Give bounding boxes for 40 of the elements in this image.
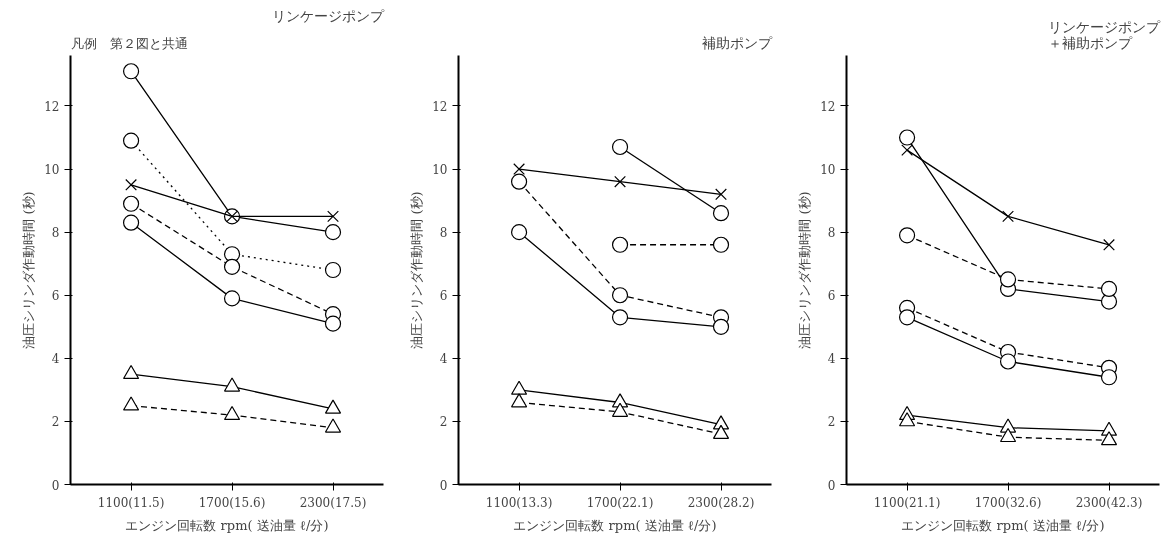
x-tick-label: 1100(11.5) bbox=[97, 495, 165, 510]
y-axis-title: 油圧シリンダ作動時間 (秒) bbox=[21, 191, 37, 349]
y-tick-label: 0 bbox=[827, 478, 836, 493]
x-tick-label: 1700(22.1) bbox=[586, 495, 654, 510]
chart-title: リンケージポンプ bbox=[271, 7, 385, 24]
y-tick-label: 2 bbox=[51, 415, 60, 430]
x-tick-label: 2300(17.5) bbox=[299, 495, 367, 510]
y-axis-title: 油圧シリンダ作動時間 (秒) bbox=[409, 191, 425, 349]
y-tick-label: 8 bbox=[51, 226, 60, 241]
y-tick-label: 2 bbox=[827, 415, 836, 430]
y-tick-label: 12 bbox=[820, 99, 836, 114]
y-axis-title: 油圧シリンダ作動時間 (秒) bbox=[797, 191, 813, 349]
x-tick-label: 2300(42.3) bbox=[1075, 495, 1143, 510]
y-tick-label: 0 bbox=[51, 478, 60, 493]
chart-title: リンケージポンプ＋補助ポンプ bbox=[1047, 18, 1161, 51]
x-axis-title: エンジン回転数 rpm( 送油量 ℓ/分) bbox=[513, 517, 717, 533]
y-tick-label: 6 bbox=[827, 289, 836, 304]
y-tick-label: 0 bbox=[439, 478, 448, 493]
y-tick-label: 12 bbox=[44, 99, 60, 114]
y-tick-label: 6 bbox=[439, 289, 448, 304]
y-tick-label: 10 bbox=[432, 163, 448, 178]
y-tick-label: 4 bbox=[51, 352, 60, 367]
x-tick-label: 1700(32.6) bbox=[974, 495, 1042, 510]
y-tick-label: 12 bbox=[432, 99, 448, 114]
x-tick-label: 1100(13.3) bbox=[485, 495, 553, 510]
y-tick-label: 4 bbox=[439, 352, 448, 367]
y-tick-label: 8 bbox=[827, 226, 836, 241]
chart-title: 補助ポンプ bbox=[701, 34, 773, 51]
x-axis-title: エンジン回転数 rpm( 送油量 ℓ/分) bbox=[901, 517, 1105, 533]
x-tick-label: 2300(28.2) bbox=[687, 495, 755, 510]
x-tick-label: 1700(15.6) bbox=[198, 495, 266, 510]
y-tick-label: 4 bbox=[827, 352, 836, 367]
text: 凡例 第２図と共通 bbox=[70, 35, 188, 51]
x-tick-label: 1100(21.1) bbox=[873, 495, 941, 510]
y-tick-label: 10 bbox=[44, 163, 60, 178]
y-tick-label: 2 bbox=[439, 415, 448, 430]
y-tick-label: 8 bbox=[439, 226, 448, 241]
y-tick-label: 6 bbox=[51, 289, 60, 304]
y-tick-label: 10 bbox=[820, 163, 836, 178]
x-axis-title: エンジン回転数 rpm( 送油量 ℓ/分) bbox=[125, 517, 329, 533]
